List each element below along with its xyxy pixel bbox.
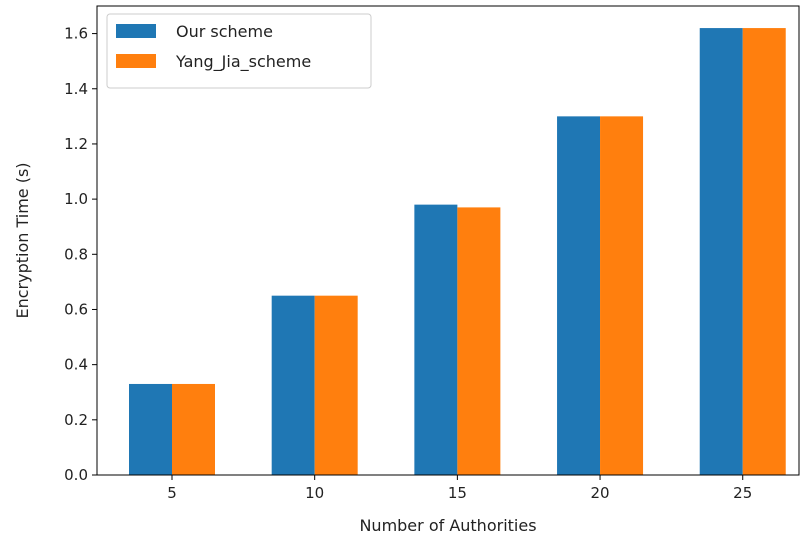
x-tick-label: 10 bbox=[305, 484, 324, 502]
y-tick-label: 0.4 bbox=[64, 356, 88, 374]
x-tick-label: 5 bbox=[167, 484, 177, 502]
x-axis-label: Number of Authorities bbox=[359, 516, 536, 535]
y-tick-label: 0.0 bbox=[64, 466, 88, 484]
y-tick-label: 1.6 bbox=[64, 25, 88, 43]
legend-label-yang-jia-scheme: Yang_Jia_scheme bbox=[175, 52, 311, 72]
x-tick-label: 25 bbox=[733, 484, 752, 502]
bar-yang-jia-scheme-15 bbox=[457, 207, 501, 476]
bars-group bbox=[129, 28, 786, 476]
y-tick-label: 1.2 bbox=[64, 135, 88, 153]
bar-our-scheme-10 bbox=[271, 295, 315, 475]
bar-our-scheme-15 bbox=[414, 204, 458, 475]
x-axis: 5 10 15 20 25 bbox=[167, 475, 752, 502]
x-tick-label: 20 bbox=[591, 484, 610, 502]
legend-swatch-our-scheme bbox=[116, 24, 156, 38]
legend-swatch-yang-jia-scheme bbox=[116, 54, 156, 68]
bar-yang-jia-scheme-20 bbox=[600, 116, 644, 476]
legend-label-our-scheme: Our scheme bbox=[176, 22, 273, 41]
plot-frame bbox=[96, 5, 800, 476]
bar-yang-jia-scheme-10 bbox=[314, 295, 358, 475]
bar-yang-jia-scheme-5 bbox=[172, 383, 215, 475]
bar-our-scheme-25 bbox=[699, 28, 743, 476]
y-tick-label: 0.8 bbox=[64, 245, 88, 263]
legend-box bbox=[106, 13, 372, 89]
legend: Our scheme Yang_Jia_scheme bbox=[106, 13, 372, 89]
y-axis: 0.0 0.2 0.4 0.6 0.8 1.0 1.2 1.4 1.6 bbox=[64, 25, 97, 484]
bar-our-scheme-5 bbox=[129, 383, 172, 475]
bar-yang-jia-scheme-25 bbox=[742, 28, 786, 476]
y-axis-label: Encryption Time (s) bbox=[13, 162, 32, 318]
x-tick-label: 15 bbox=[448, 484, 467, 502]
y-tick-label: 0.2 bbox=[64, 411, 88, 429]
y-tick-label: 0.6 bbox=[64, 300, 88, 318]
bar-our-scheme-20 bbox=[557, 116, 601, 476]
y-tick-label: 1.0 bbox=[64, 190, 88, 208]
y-tick-label: 1.4 bbox=[64, 80, 88, 98]
